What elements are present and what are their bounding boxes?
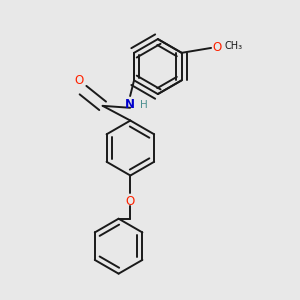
Text: H: H xyxy=(140,100,148,110)
Text: O: O xyxy=(126,195,135,208)
Text: CH₃: CH₃ xyxy=(225,41,243,51)
Text: O: O xyxy=(74,74,84,87)
Text: O: O xyxy=(212,41,221,54)
Text: N: N xyxy=(125,98,135,111)
